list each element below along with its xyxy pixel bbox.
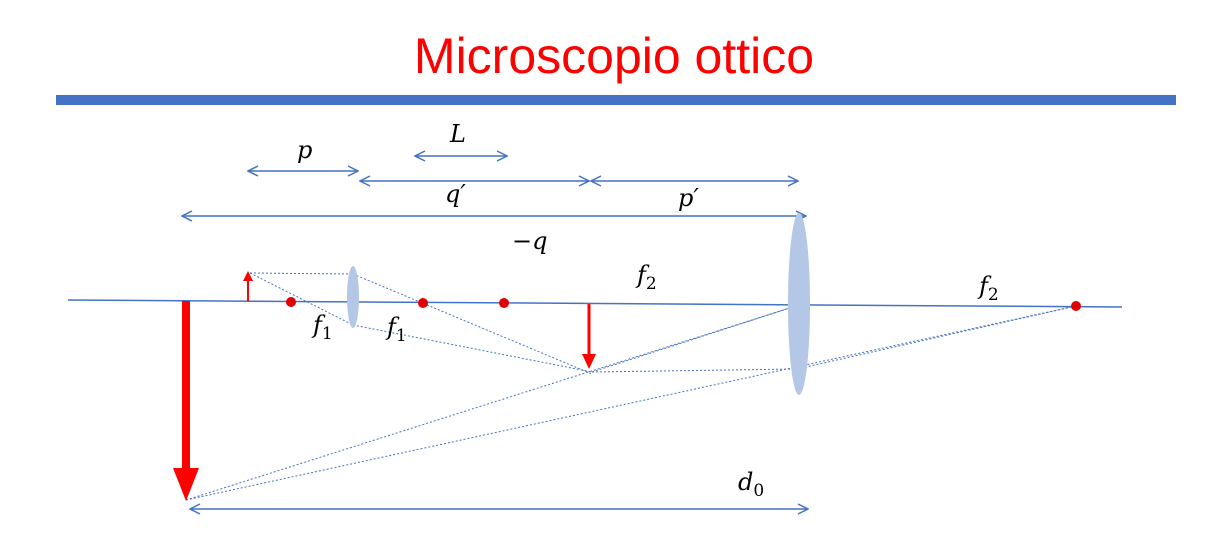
label-minus-q: −q xyxy=(512,227,547,255)
focal-point-f1-left xyxy=(286,297,296,307)
ray-object-through-focus xyxy=(249,272,354,326)
label-p: p xyxy=(297,136,312,164)
ray-eyepiece-to-f2 xyxy=(796,305,1077,370)
ray-object-parallel xyxy=(249,272,354,275)
object-arrow-head xyxy=(243,271,253,281)
label-f1-right: f1 xyxy=(385,313,407,346)
title-underline xyxy=(56,95,1176,105)
ray-refracted-through-f1 xyxy=(352,273,593,375)
label-p-prime: p′ xyxy=(678,184,699,212)
final-image-arrow-head xyxy=(173,468,199,501)
ray-image-through-eyepiece-center xyxy=(591,304,800,373)
label-f1-left: f1 xyxy=(311,311,333,344)
ray-image-to-eyepiece-parallel xyxy=(591,368,798,373)
label-f2-right: f2 xyxy=(977,272,999,305)
label-q-prime: q′ xyxy=(445,180,466,208)
label-d0: d0 xyxy=(738,468,764,501)
ray-after-objective-parallel xyxy=(352,324,593,373)
eyepiece-lens xyxy=(788,213,810,395)
label-f2-mid: f2 xyxy=(635,261,657,294)
objective-lens xyxy=(347,266,359,328)
intermediate-image-arrow-head xyxy=(582,354,596,369)
slide-title: Microscopio ottico xyxy=(413,28,815,84)
ray-virtual-extension-center xyxy=(185,304,800,501)
focal-point-f1-right xyxy=(418,298,428,308)
focal-point-f2-left xyxy=(499,298,509,308)
optical-axis xyxy=(67,299,1123,308)
label-L: L xyxy=(449,120,466,148)
focal-point-f2-right xyxy=(1071,301,1081,311)
